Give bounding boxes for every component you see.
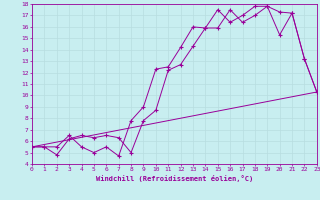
X-axis label: Windchill (Refroidissement éolien,°C): Windchill (Refroidissement éolien,°C) <box>96 175 253 182</box>
